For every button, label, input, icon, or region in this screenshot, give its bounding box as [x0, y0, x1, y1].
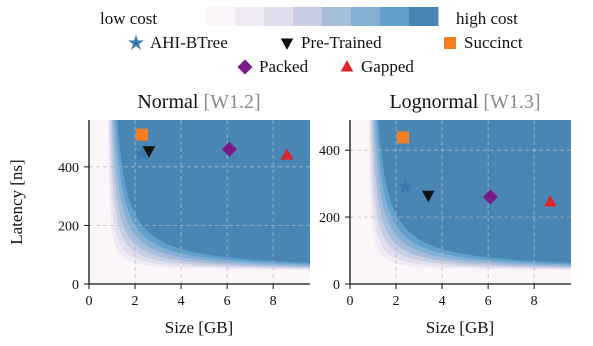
legend-marker-packed [237, 59, 253, 75]
legend-marker-ahi-btree [128, 34, 144, 50]
colorbar-high-label: high cost [456, 9, 518, 28]
x-tick-label: 2 [393, 294, 400, 309]
point-ahi-btree [134, 145, 150, 161]
x-tick-label: 8 [531, 294, 538, 309]
legend-marker-pre-trained [280, 38, 294, 50]
y-tick-label: 0 [72, 278, 79, 293]
legend-label-gapped: Gapped [361, 57, 414, 76]
colorbar-swatch-8 [409, 7, 439, 26]
y-tick-label: 400 [58, 161, 79, 176]
x-tick-label: 2 [132, 294, 139, 309]
contour-band-8 [117, 120, 310, 263]
panel-lognormal: Lognormal [W1.3] 0 2 4 6 8 0 200 400 Size [GB] [319, 91, 571, 337]
point-succinct [135, 128, 148, 141]
point-ahi-btree [397, 178, 414, 194]
grid-lognormal [350, 120, 571, 284]
point-gapped [544, 195, 557, 207]
x-tick-label: 0 [86, 294, 93, 309]
y-axis-label: Latency [ns] [7, 159, 26, 244]
colorbar [206, 7, 439, 26]
cost-contours-normal [89, 120, 310, 284]
panel-title-normal: Normal [W1.2] [137, 91, 260, 113]
legend-marker-succinct [444, 37, 456, 49]
point-pre-trained [422, 190, 435, 203]
panel-normal: Normal [W1.2] 0 2 4 6 8 0 200 400 Size [GB] Lat… [7, 91, 310, 337]
legend: AHI-BTree Pre-Trained Succinct Packed Gapped [128, 33, 523, 76]
x-axis-label-normal: Size [GB] [165, 318, 233, 337]
x-tick-label: 8 [270, 294, 277, 309]
legend-label-packed: Packed [259, 57, 309, 76]
cost-contours-lognormal [350, 120, 571, 284]
y-tick-label: 200 [58, 219, 79, 234]
point-pre-trained [142, 146, 156, 158]
point-packed [221, 141, 237, 157]
contour-band-8 [378, 120, 571, 263]
point-gapped [280, 148, 294, 160]
y-tick-label: 200 [319, 211, 340, 226]
colorbar-swatch-5 [322, 7, 352, 26]
x-axis-label-lognormal: Size [GB] [426, 318, 494, 337]
colorbar-swatch-2 [235, 7, 265, 26]
colorbar-swatch-7 [380, 7, 410, 26]
colorbar-low-label: low cost [100, 9, 157, 28]
y-tick-label: 0 [333, 278, 340, 293]
point-packed [482, 189, 498, 205]
legend-marker-gapped [340, 60, 354, 72]
grid-normal [89, 120, 310, 284]
x-tick-label: 6 [485, 294, 492, 309]
points-normal [134, 128, 294, 161]
axes-normal: 0 2 4 6 8 0 200 400 [58, 120, 310, 309]
point-succinct [396, 131, 409, 144]
panel-title-lognormal: Lognormal [W1.3] [389, 91, 540, 113]
x-tick-label: 4 [178, 294, 185, 309]
colorbar-swatch-4 [293, 7, 323, 26]
colorbar-swatch-3 [264, 7, 294, 26]
legend-label-pre-trained: Pre-Trained [301, 33, 382, 52]
axes-lognormal: 0 2 4 6 8 0 200 400 [319, 120, 571, 309]
x-tick-label: 6 [224, 294, 231, 309]
y-tick-label: 400 [319, 144, 340, 159]
points-lognormal [396, 131, 557, 207]
colorbar-swatch-6 [351, 7, 381, 26]
x-tick-label: 4 [439, 294, 446, 309]
x-tick-label: 0 [347, 294, 354, 309]
legend-label-ahi-btree: AHI-BTree [150, 33, 228, 52]
legend-label-succinct: Succinct [464, 33, 523, 52]
colorbar-swatch-1 [206, 7, 236, 26]
